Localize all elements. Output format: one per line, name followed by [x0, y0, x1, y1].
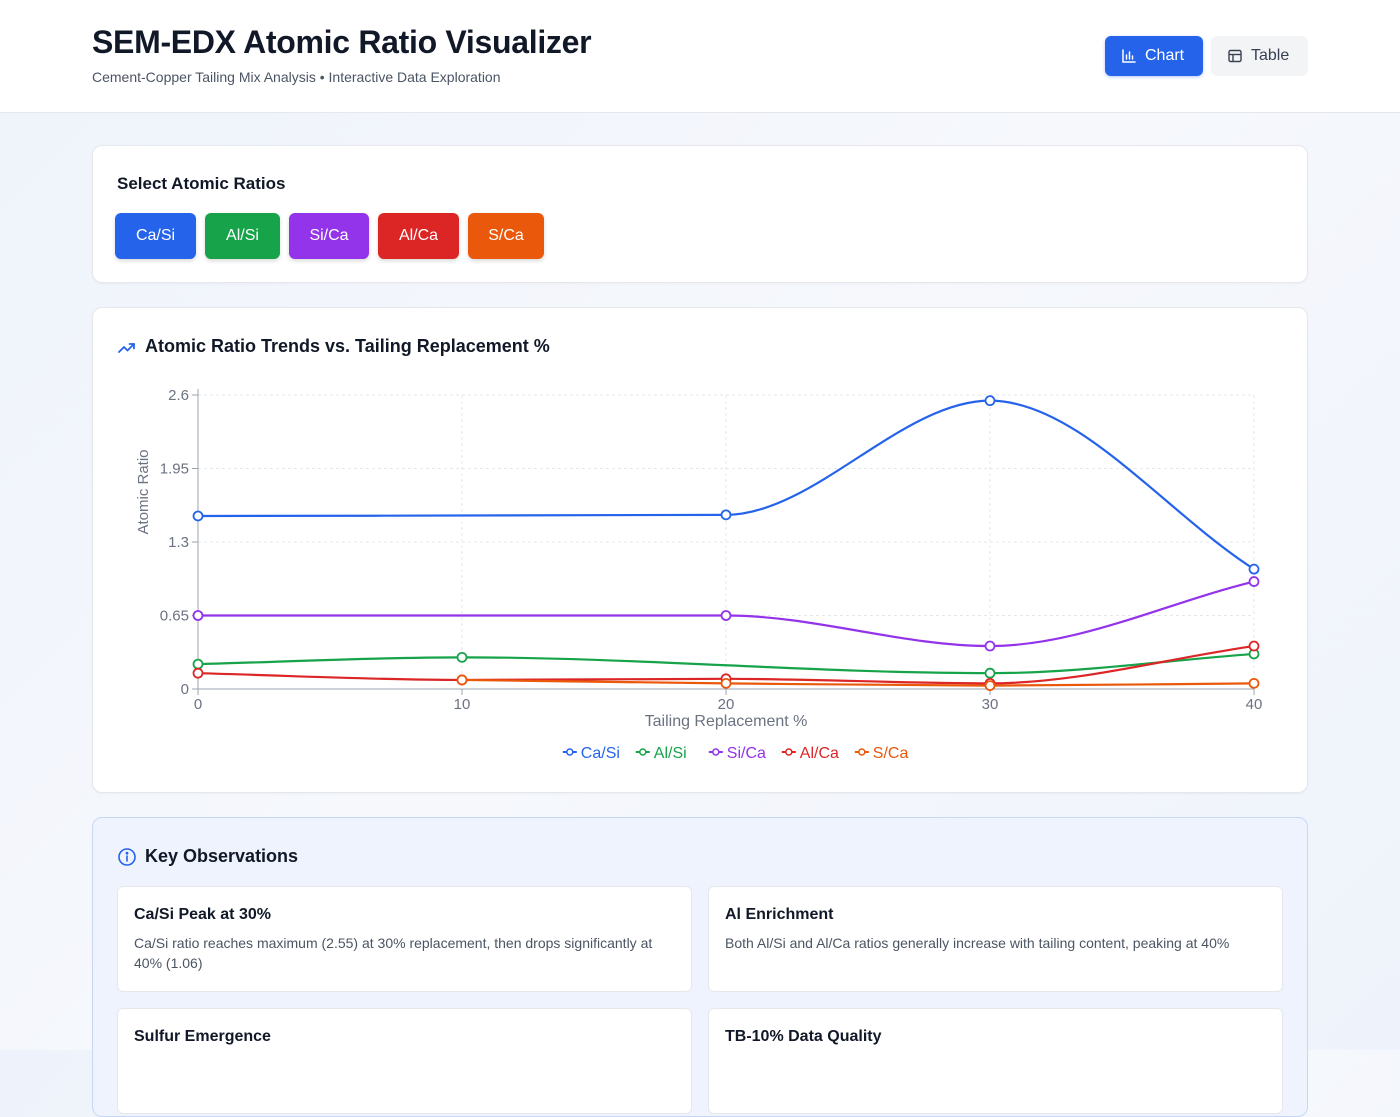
ratio-button-si-ca[interactable]: Si/Ca: [289, 213, 369, 259]
app-header: SEM-EDX Atomic Ratio Visualizer Cement-C…: [0, 0, 1400, 113]
series-line-al-si: [197, 652, 1255, 675]
observation-title: Sulfur Emergence: [134, 1028, 271, 1045]
legend-swatch-marker: [712, 748, 720, 756]
legend-label: S/Ca: [873, 745, 909, 762]
app-title: SEM-EDX Atomic Ratio Visualizer: [92, 24, 592, 60]
x-tick-label: 30: [982, 696, 999, 713]
x-tick-label: 0: [194, 696, 202, 713]
y-tick-label: 1.3: [168, 534, 189, 551]
legend-swatch-marker: [639, 748, 647, 756]
y-tick-label: 2.6: [168, 387, 189, 404]
series-s-ca: [456, 674, 1260, 692]
table-view-button[interactable]: Table: [1211, 36, 1308, 76]
data-point-si-ca: [984, 640, 996, 652]
data-point-s-ca: [720, 677, 732, 689]
legend-label: Al/Si: [654, 745, 687, 762]
chart-panel: Atomic Ratio Trends vs. Tailing Replacem…: [92, 307, 1308, 793]
y-axis-label: Atomic Ratio: [135, 449, 152, 534]
x-axis-label: Tailing Replacement %: [645, 713, 808, 730]
data-point-s-ca: [984, 680, 996, 692]
legend-item-al-si: Al/Si: [635, 745, 687, 762]
legend-swatch-marker: [566, 748, 574, 756]
table-view-label: Table: [1251, 47, 1290, 64]
observations-panel: Key Observations Ca/Si Peak at 30% Ca/Si…: [92, 817, 1308, 1117]
ratio-button-label: Si/Ca: [309, 227, 349, 244]
ratio-button-label: Ca/Si: [135, 227, 176, 244]
x-tick-label: 40: [1246, 696, 1263, 713]
x-tick-label: 10: [454, 696, 471, 713]
data-point-s-ca: [456, 674, 468, 686]
ratio-button-al-ca[interactable]: Al/Ca: [378, 213, 459, 259]
data-point-al-si: [192, 658, 204, 670]
selector-title: Select Atomic Ratios: [117, 174, 286, 193]
data-point-s-ca: [1248, 677, 1260, 689]
table-icon: [1228, 49, 1242, 63]
ratio-button-label: Al/Ca: [398, 227, 439, 244]
legend-item-ca-si: Ca/Si: [562, 745, 620, 762]
series-line-ca-si: [197, 399, 1255, 571]
observations-title: Key Observations: [145, 846, 299, 866]
data-point-al-si: [456, 651, 468, 663]
chart-title: Atomic Ratio Trends vs. Tailing Replacem…: [145, 336, 550, 356]
legend-label: Si/Ca: [727, 745, 766, 762]
data-point-ca-si: [720, 509, 732, 521]
data-point-ca-si: [1248, 563, 1260, 575]
legend-swatch-marker: [858, 748, 866, 756]
bar-chart-icon: [1122, 49, 1136, 63]
data-point-si-ca: [1248, 576, 1260, 587]
legend-item-si-ca: Si/Ca: [708, 745, 766, 762]
observation-text: Both Al/Si and Al/Ca ratios generally in…: [725, 935, 1230, 951]
legend-label: Ca/Si: [581, 745, 620, 762]
y-tick-label: 0.65: [160, 608, 189, 625]
trending-up-icon: [118, 343, 135, 353]
data-point-ca-si: [192, 510, 204, 522]
data-point-ca-si: [984, 395, 996, 407]
legend-item-al-ca: Al/Ca: [781, 745, 839, 762]
ratio-button-group: Ca/Si Al/Si Si/Ca Al/Ca S/Ca: [115, 213, 544, 259]
info-icon: [118, 848, 136, 866]
series-ca-si: [192, 395, 1260, 575]
data-point-al-ca: [192, 667, 204, 679]
legend-item-s-ca: S/Ca: [854, 745, 909, 762]
data-point-si-ca: [192, 610, 204, 621]
ratio-selector-panel: Select Atomic Ratios Ca/Si Al/Si Si/Ca A…: [92, 145, 1308, 283]
ratio-button-al-si[interactable]: Al/Si: [205, 213, 280, 259]
data-point-al-ca: [1248, 640, 1260, 652]
series-line-si-ca: [197, 580, 1255, 648]
series-line-s-ca: [461, 678, 1255, 687]
ratio-button-s-ca[interactable]: S/Ca: [468, 213, 544, 259]
x-tick-label: 20: [718, 696, 735, 713]
data-point-si-ca: [720, 610, 732, 621]
series-al-si: [192, 648, 1260, 679]
chart-view-label: Chart: [1145, 47, 1185, 64]
observation-title: TB-10% Data Quality: [725, 1028, 882, 1045]
observation-title: Al Enrichment: [725, 906, 834, 923]
observation-title: Ca/Si Peak at 30%: [134, 906, 271, 923]
ratio-button-label: Al/Si: [226, 227, 259, 244]
observation-card: Al Enrichment Both Al/Si and Al/Ca ratio…: [708, 886, 1283, 992]
line-chart: 0 0.65 1.3 1.95 2.6 0 10 20 30 40 Tailing Replacem…: [135, 387, 1263, 762]
ratio-button-label: S/Ca: [488, 227, 524, 244]
data-point-al-si: [984, 667, 996, 679]
chart-view-button[interactable]: Chart: [1105, 36, 1203, 76]
app-subtitle: Cement-Copper Tailing Mix Analysis • Int…: [92, 69, 501, 85]
observation-card: Sulfur Emergence: [117, 1008, 692, 1114]
legend-swatch-marker: [785, 748, 793, 756]
ratio-button-ca-si[interactable]: Ca/Si: [115, 213, 196, 259]
y-tick-label: 0: [181, 681, 189, 698]
observation-card: Ca/Si Peak at 30% Ca/Si ratio reaches ma…: [117, 886, 692, 992]
observation-text: Ca/Si ratio reaches maximum (2.55) at 30…: [134, 935, 653, 971]
series-si-ca: [192, 576, 1260, 652]
observation-card: TB-10% Data Quality: [708, 1008, 1283, 1114]
legend-label: Al/Ca: [800, 745, 839, 762]
y-tick-label: 1.95: [160, 461, 189, 478]
